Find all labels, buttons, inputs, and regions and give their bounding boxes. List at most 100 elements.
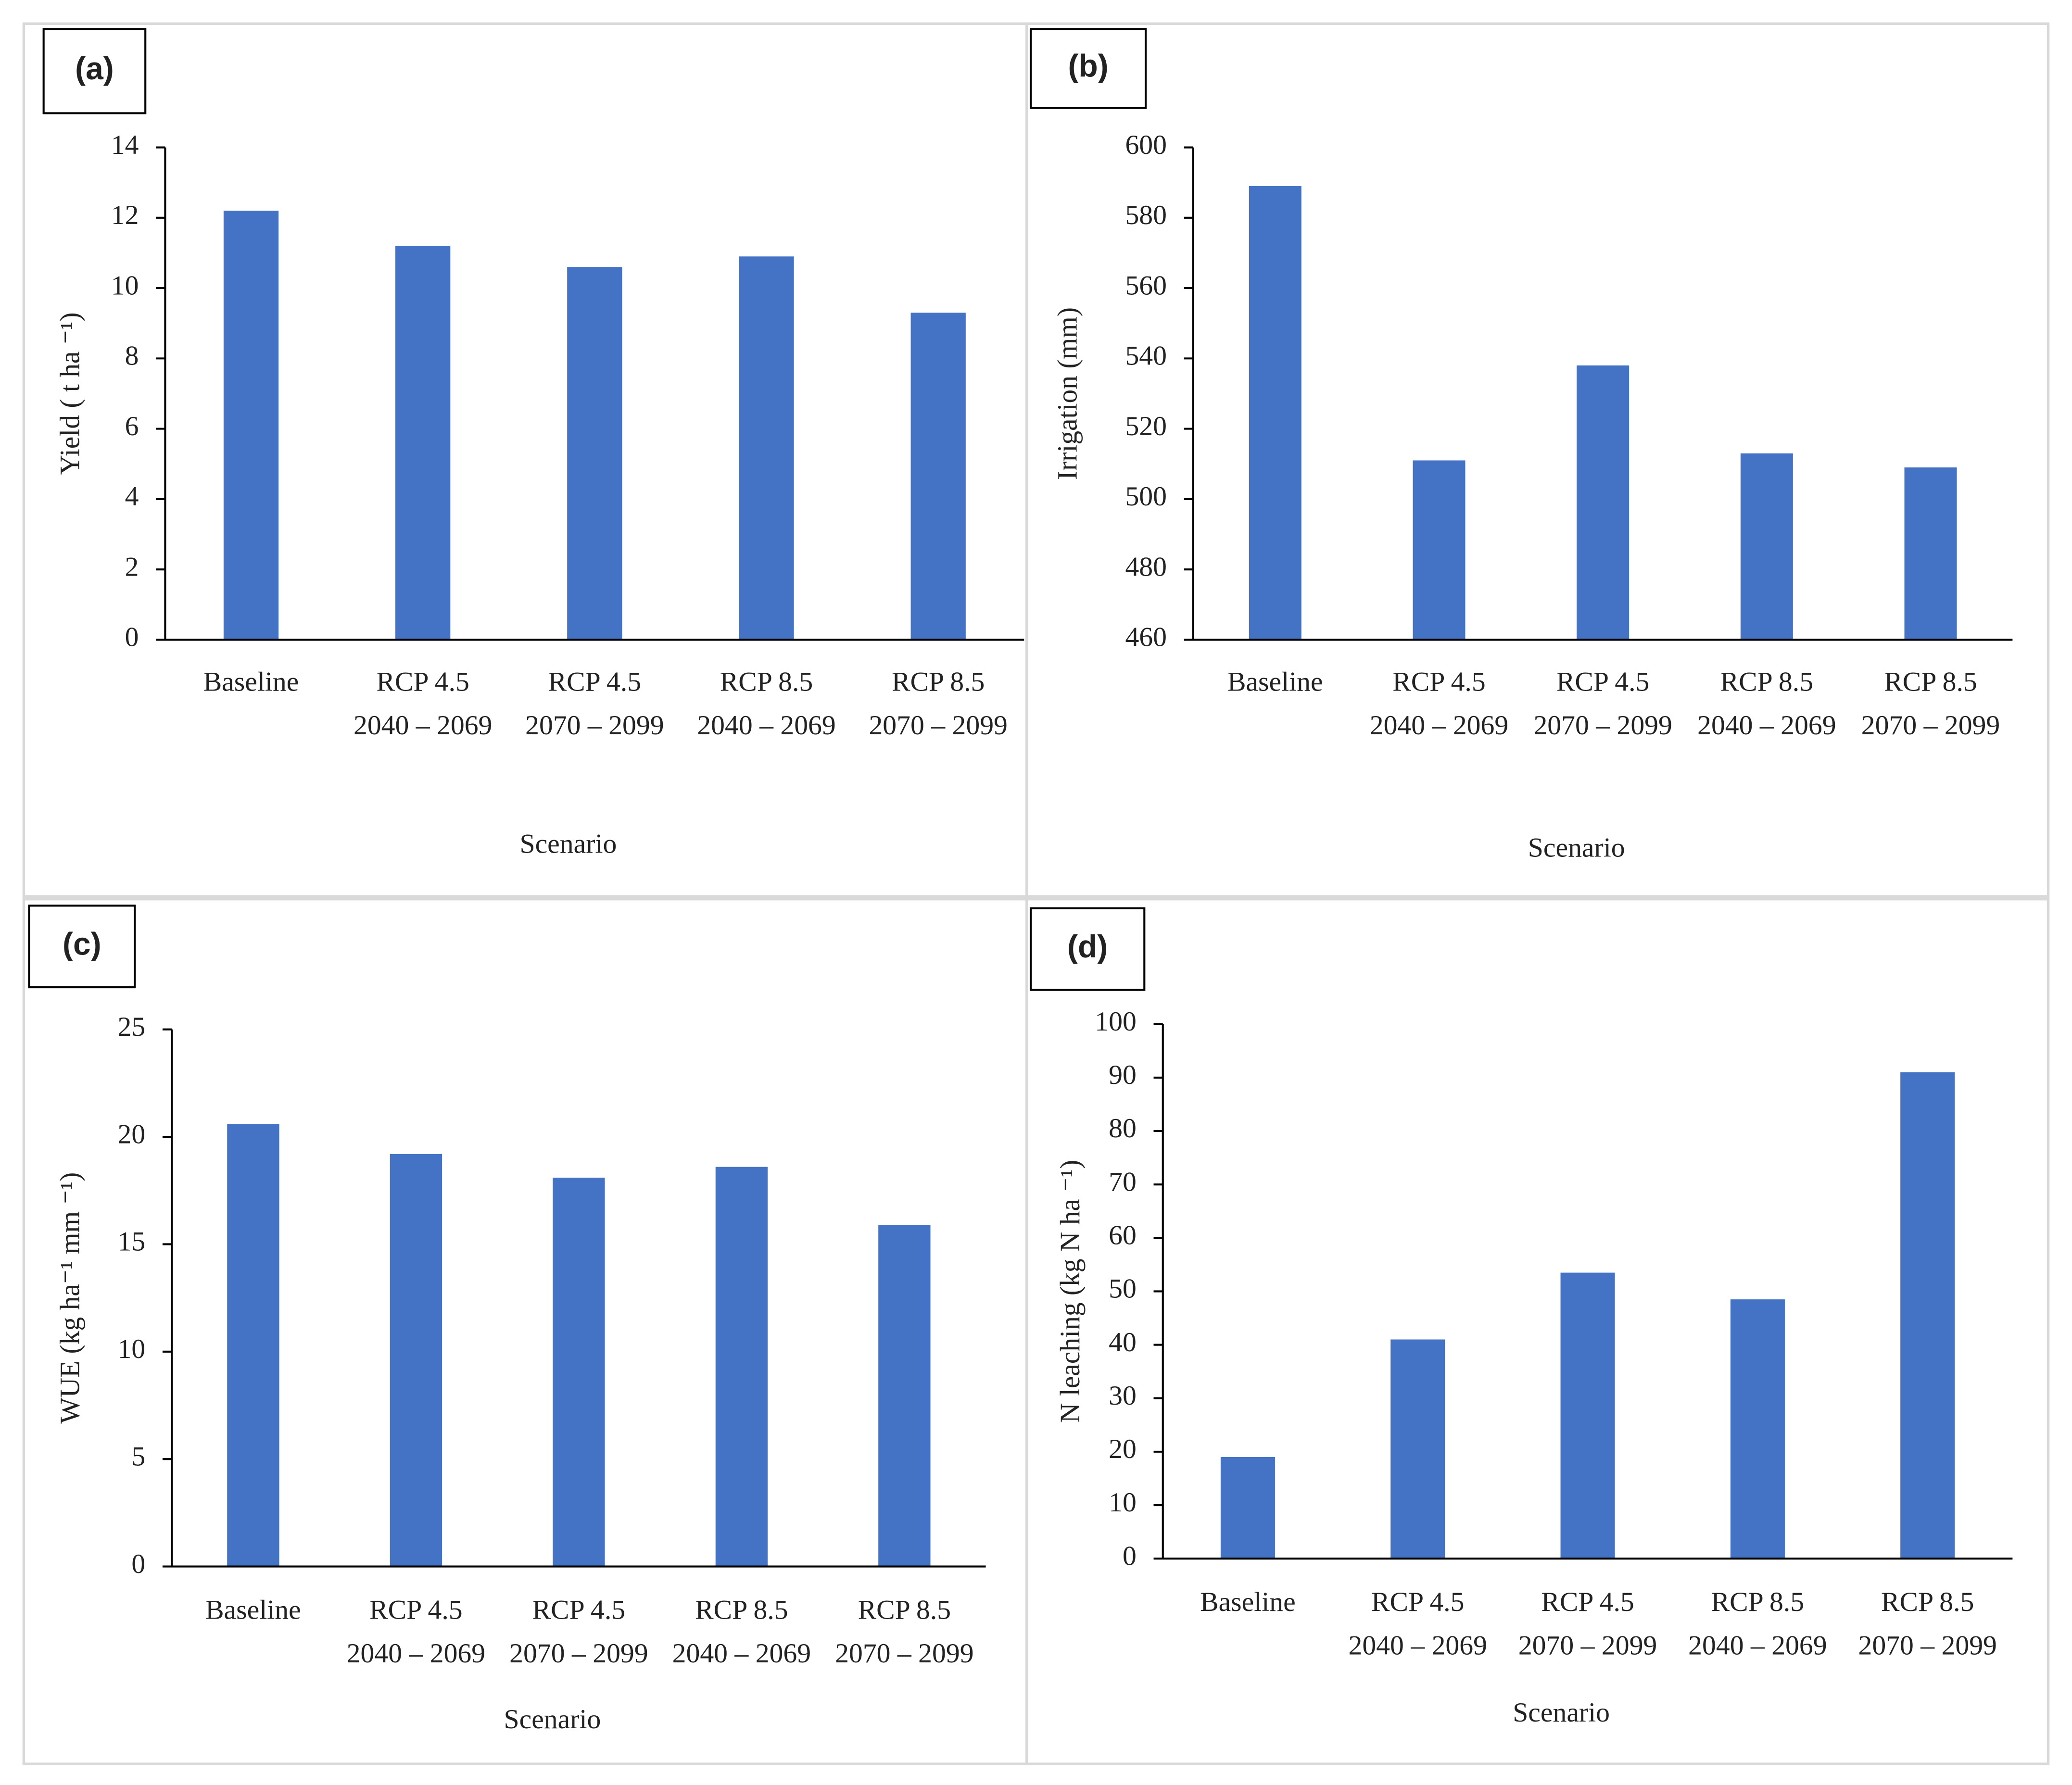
panel-frame [1025,897,2050,1765]
y-tick-label: 20 [1109,1434,1137,1464]
x-tick-label: 2070 – 2099 [1858,1631,1996,1661]
x-tick-label: RCP 8.5 [1711,1587,1804,1617]
panel-label: (b) [1068,48,1108,84]
y-tick-label: 20 [118,1119,146,1149]
y-tick-label: 40 [1109,1327,1137,1358]
y-tick-label: 6 [125,411,139,441]
bar [739,256,794,640]
y-tick-label: 10 [1109,1487,1137,1518]
y-tick-label: 25 [118,1012,146,1042]
y-tick-label: 8 [125,341,139,371]
bar [1900,1072,1955,1559]
panel-label: (c) [63,926,101,962]
panel-label-box [42,28,147,114]
bar [567,267,622,640]
bar [1560,1272,1615,1559]
x-tick-label: 2070 – 2099 [1518,1631,1657,1661]
y-tick-label: 0 [131,1549,145,1579]
y-tick-label: 560 [1125,270,1167,301]
y-tick-label: 520 [1125,411,1167,441]
x-tick-label: Baseline [205,1595,301,1625]
bar [1730,1299,1785,1559]
x-tick-label: 2070 – 2099 [1533,710,1672,741]
panel-label-box [28,905,136,989]
y-tick-label: 0 [125,622,139,653]
y-axis-label: N leaching (kg N ha ⁻¹) [1055,1160,1086,1423]
bar [1740,453,1793,640]
y-tick-label: 2 [125,552,139,582]
x-axis-label: Scenario [504,1704,601,1735]
x-tick-label: RCP 4.5 [1541,1587,1634,1617]
x-tick-label: RCP 8.5 [1881,1587,1974,1617]
bar [1220,1457,1275,1559]
bar [553,1177,605,1567]
x-tick-label: RCP 8.5 [720,667,813,697]
y-tick-label: 10 [118,1334,146,1364]
bar [1413,460,1466,640]
y-tick-label: 90 [1109,1060,1137,1090]
x-tick-label: RCP 4.5 [1556,667,1649,697]
x-tick-label: RCP 8.5 [892,667,985,697]
bar [1249,186,1301,640]
bar [390,1154,442,1567]
x-tick-label: 2040 – 2069 [1688,1631,1827,1661]
x-tick-label: RCP 4.5 [532,1595,625,1625]
y-tick-label: 15 [118,1227,146,1257]
y-tick-label: 460 [1125,622,1167,653]
x-tick-label: 2040 – 2069 [1349,1631,1487,1661]
x-tick-label: 2040 – 2069 [347,1638,485,1669]
x-tick-label: RCP 4.5 [376,667,469,697]
x-tick-label: RCP 4.5 [548,667,641,697]
y-tick-label: 4 [125,481,139,512]
x-tick-label: 2070 – 2099 [509,1638,648,1669]
x-tick-label: 2040 – 2069 [697,710,835,741]
bar [1390,1339,1445,1559]
y-tick-label: 50 [1109,1274,1137,1304]
x-tick-label: RCP 8.5 [1720,667,1813,697]
y-tick-label: 12 [111,200,139,230]
y-axis-label: WUE (kg ha⁻¹ mm ⁻¹) [55,1172,85,1424]
y-tick-label: 60 [1109,1220,1137,1251]
panel-label: (a) [75,50,114,86]
x-tick-label: Baseline [203,667,299,697]
x-tick-label: 2040 – 2069 [354,710,492,741]
x-axis-label: Scenario [519,829,617,859]
x-tick-label: 2070 – 2099 [835,1638,973,1669]
bar [223,211,279,640]
x-tick-label: RCP 4.5 [1371,1587,1464,1617]
y-tick-label: 10 [111,270,139,301]
x-axis-label: Scenario [1513,1697,1610,1728]
y-tick-label: 30 [1109,1381,1137,1411]
bar [878,1225,931,1567]
y-tick-label: 0 [1123,1541,1137,1571]
panel-frame [1025,22,2050,898]
y-tick-label: 600 [1125,130,1167,160]
x-tick-label: 2070 – 2099 [869,710,1007,741]
panel-label-box [1029,907,1146,991]
y-tick-label: 80 [1109,1113,1137,1144]
y-tick-label: 70 [1109,1167,1137,1197]
x-tick-label: Baseline [1200,1587,1296,1617]
bar [1577,365,1630,640]
y-tick-label: 5 [131,1441,145,1471]
y-tick-label: 580 [1125,200,1167,230]
y-tick-label: 14 [111,130,139,160]
y-tick-label: 100 [1095,1006,1137,1037]
x-tick-label: 2040 – 2069 [1697,710,1836,741]
x-tick-label: 2070 – 2099 [1861,710,2000,741]
y-axis-label: Irrigation (mm) [1053,307,1083,480]
panel-label-box [1029,28,1147,109]
y-tick-label: 500 [1125,481,1167,512]
x-tick-label: 2040 – 2069 [672,1638,811,1669]
x-tick-label: RCP 8.5 [858,1595,951,1625]
panel-label: (d) [1067,929,1108,964]
x-tick-label: RCP 8.5 [695,1595,788,1625]
x-tick-label: Baseline [1227,667,1323,697]
x-tick-label: RCP 4.5 [1392,667,1485,697]
x-tick-label: RCP 8.5 [1884,667,1977,697]
bar [910,313,966,640]
x-axis-label: Scenario [1528,833,1625,863]
bar [1904,467,1957,640]
